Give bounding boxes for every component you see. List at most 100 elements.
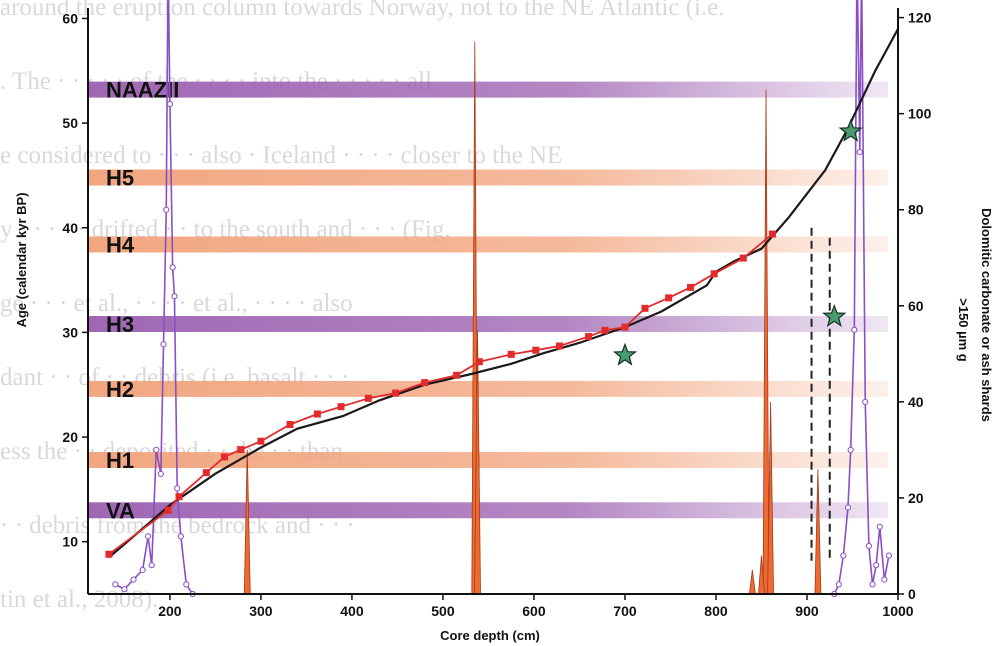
age-date-point <box>585 333 593 341</box>
x-tick-label: 700 <box>613 603 637 619</box>
event-label-h1: H1 <box>106 448 134 473</box>
ash-shard-point <box>166 100 174 108</box>
age-model-line <box>108 28 899 559</box>
ash-shard-point <box>160 341 167 348</box>
ash-shard-point <box>157 470 164 478</box>
carbonate-peak <box>762 89 770 595</box>
y-tick-label: 30 <box>62 324 78 340</box>
event-band-h3 <box>88 316 888 333</box>
ash-shard-point <box>869 581 876 588</box>
age-date-point <box>202 469 210 477</box>
y2-tick-label: 40 <box>908 394 924 410</box>
ash-shard-point <box>139 566 146 574</box>
age-model-series <box>108 28 899 559</box>
event-label-h5: H5 <box>106 166 134 191</box>
event-label-h4: H4 <box>106 232 135 257</box>
ash-shard-series <box>112 0 892 598</box>
age-date-point <box>710 270 718 278</box>
y2-tick-label: 120 <box>908 10 932 26</box>
ash-shard-point <box>876 523 883 530</box>
ash-shard-point <box>862 398 869 405</box>
ash-shard-point <box>121 586 128 593</box>
y2-axis-title: Dolomitic carbonate or ash shards <box>979 208 994 422</box>
age-date-point <box>286 420 294 428</box>
y-tick-label: 50 <box>62 115 78 131</box>
ash-shard-point <box>177 533 184 540</box>
y-tick-labels: 10 20 30 40 50 60 <box>62 10 88 550</box>
age-date-point <box>555 342 563 350</box>
ash-shard-point <box>865 542 872 550</box>
ash-shard-point <box>873 562 880 569</box>
x-axis-title: Core depth (cm) <box>440 628 540 643</box>
event-band-h1 <box>88 452 888 469</box>
x-tick-labels: 200 300 400 500 600 700 800 900 1000 <box>158 594 914 619</box>
ash-shard-point <box>171 293 178 300</box>
age-dates-series <box>105 230 776 558</box>
event-band-va <box>88 502 888 519</box>
event-bands <box>88 81 888 519</box>
age-date-point <box>453 371 461 379</box>
x-tick-label: 300 <box>249 603 273 619</box>
ash-shard-point <box>163 206 170 213</box>
age-date-point <box>237 446 245 454</box>
x-tick-label: 500 <box>431 603 455 619</box>
star-marker <box>822 303 847 327</box>
chart-axes <box>87 8 899 595</box>
event-band-naazii <box>88 81 888 98</box>
age-date-point <box>532 346 540 354</box>
ash-shard-point <box>153 446 160 454</box>
age-date-point <box>507 350 515 358</box>
event-band-h2 <box>88 380 888 397</box>
background-text-line: tin et al., 2008). <box>0 586 159 613</box>
x-tick-label: 900 <box>795 603 819 619</box>
event-label-naazii: NAAZII <box>106 78 179 103</box>
age-date-point <box>475 358 483 366</box>
carbonate-peak <box>748 569 756 595</box>
ash-shard-point <box>144 533 152 540</box>
ash-shard-point <box>112 581 119 588</box>
dashed-range <box>810 227 831 563</box>
age-date-point <box>421 379 429 387</box>
y2-tick-labels: 02040608010012020004000 <box>898 10 932 602</box>
age-date-point <box>221 453 229 461</box>
age-date-point <box>392 389 400 397</box>
ash-shard-point <box>885 552 892 559</box>
event-band-h4 <box>88 236 888 253</box>
age-date-point <box>641 304 649 312</box>
y-tick-label: 60 <box>62 10 78 26</box>
x-tick-label: 600 <box>522 603 546 619</box>
background-text-line: e considered to · · · also · Iceland · ·… <box>0 142 563 169</box>
ash-shard-point <box>847 446 854 454</box>
age-date-point <box>686 283 694 291</box>
x-tick-label: 200 <box>158 603 182 619</box>
ash-shard-point <box>881 576 888 583</box>
y-tick-label: 10 <box>62 534 78 550</box>
background-text-line: around the eruption column towards Norwa… <box>0 0 725 21</box>
ash-shard-point <box>844 504 852 511</box>
ash-shard-point <box>169 264 176 271</box>
age-date-point <box>739 254 747 262</box>
ash-shard-point <box>130 576 137 583</box>
y2-tick-label: 60 <box>908 298 924 314</box>
age-date-point <box>105 550 113 558</box>
ash-shard-point <box>183 581 190 588</box>
x-tick-label: 400 <box>340 603 364 619</box>
y2-axis-unit: >150 µm g <box>956 298 971 362</box>
age-date-point <box>175 493 183 501</box>
y-axis-title: Age (calendar kyr BP) <box>14 192 29 327</box>
age-date-point <box>665 294 673 302</box>
age-date-point <box>621 323 629 331</box>
age-date-point <box>364 394 372 402</box>
y2-tick-label: 100 <box>908 106 932 122</box>
ash-shard-line <box>833 0 890 595</box>
age-date-point <box>601 326 609 334</box>
x-tick-label: 800 <box>704 603 728 619</box>
age-date-point <box>337 403 345 411</box>
event-label-va: VA <box>106 498 135 523</box>
age-date-point <box>768 230 776 238</box>
ash-shard-point <box>148 562 155 569</box>
y-tick-label: 40 <box>62 220 78 236</box>
age-date-point <box>313 410 321 418</box>
star-marker <box>838 118 863 142</box>
